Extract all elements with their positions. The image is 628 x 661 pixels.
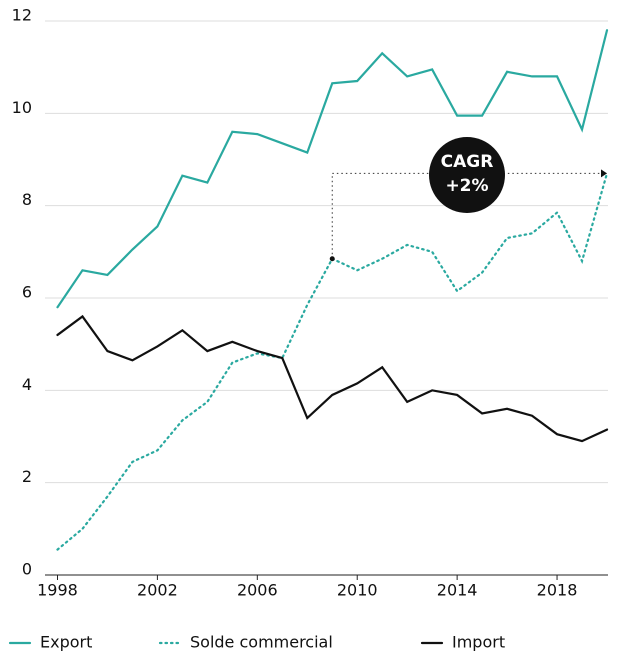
y-tick-label: 10 [12, 98, 32, 117]
x-tick-label: 2018 [537, 581, 578, 600]
annotation-text: +2% [445, 176, 488, 196]
series-line [56, 172, 609, 551]
annotation-badge [429, 137, 505, 213]
annotation-bracket [331, 172, 607, 259]
y-tick-label: 12 [12, 6, 32, 25]
y-tick-label: 0 [22, 560, 32, 579]
series-line [56, 314, 609, 443]
annotation-arrow [601, 169, 607, 178]
annotation-text: CAGR [441, 152, 494, 172]
legend-label: Import [452, 633, 505, 652]
annotation-dot [329, 256, 335, 262]
y-tick-label: 2 [22, 467, 32, 486]
series-line [56, 29, 609, 309]
x-tick-label: 2002 [137, 581, 178, 600]
y-tick-label: 4 [22, 375, 32, 394]
x-tick-label: 2014 [437, 581, 478, 600]
x-tick-label: 2006 [237, 581, 278, 600]
y-tick-label: 8 [22, 190, 32, 209]
legend-label: Export [40, 633, 92, 652]
x-tick-label: 2010 [337, 581, 378, 600]
x-tick-label: 1998 [37, 581, 78, 600]
y-tick-label: 6 [22, 283, 32, 302]
legend-label: Solde commercial [190, 633, 333, 652]
